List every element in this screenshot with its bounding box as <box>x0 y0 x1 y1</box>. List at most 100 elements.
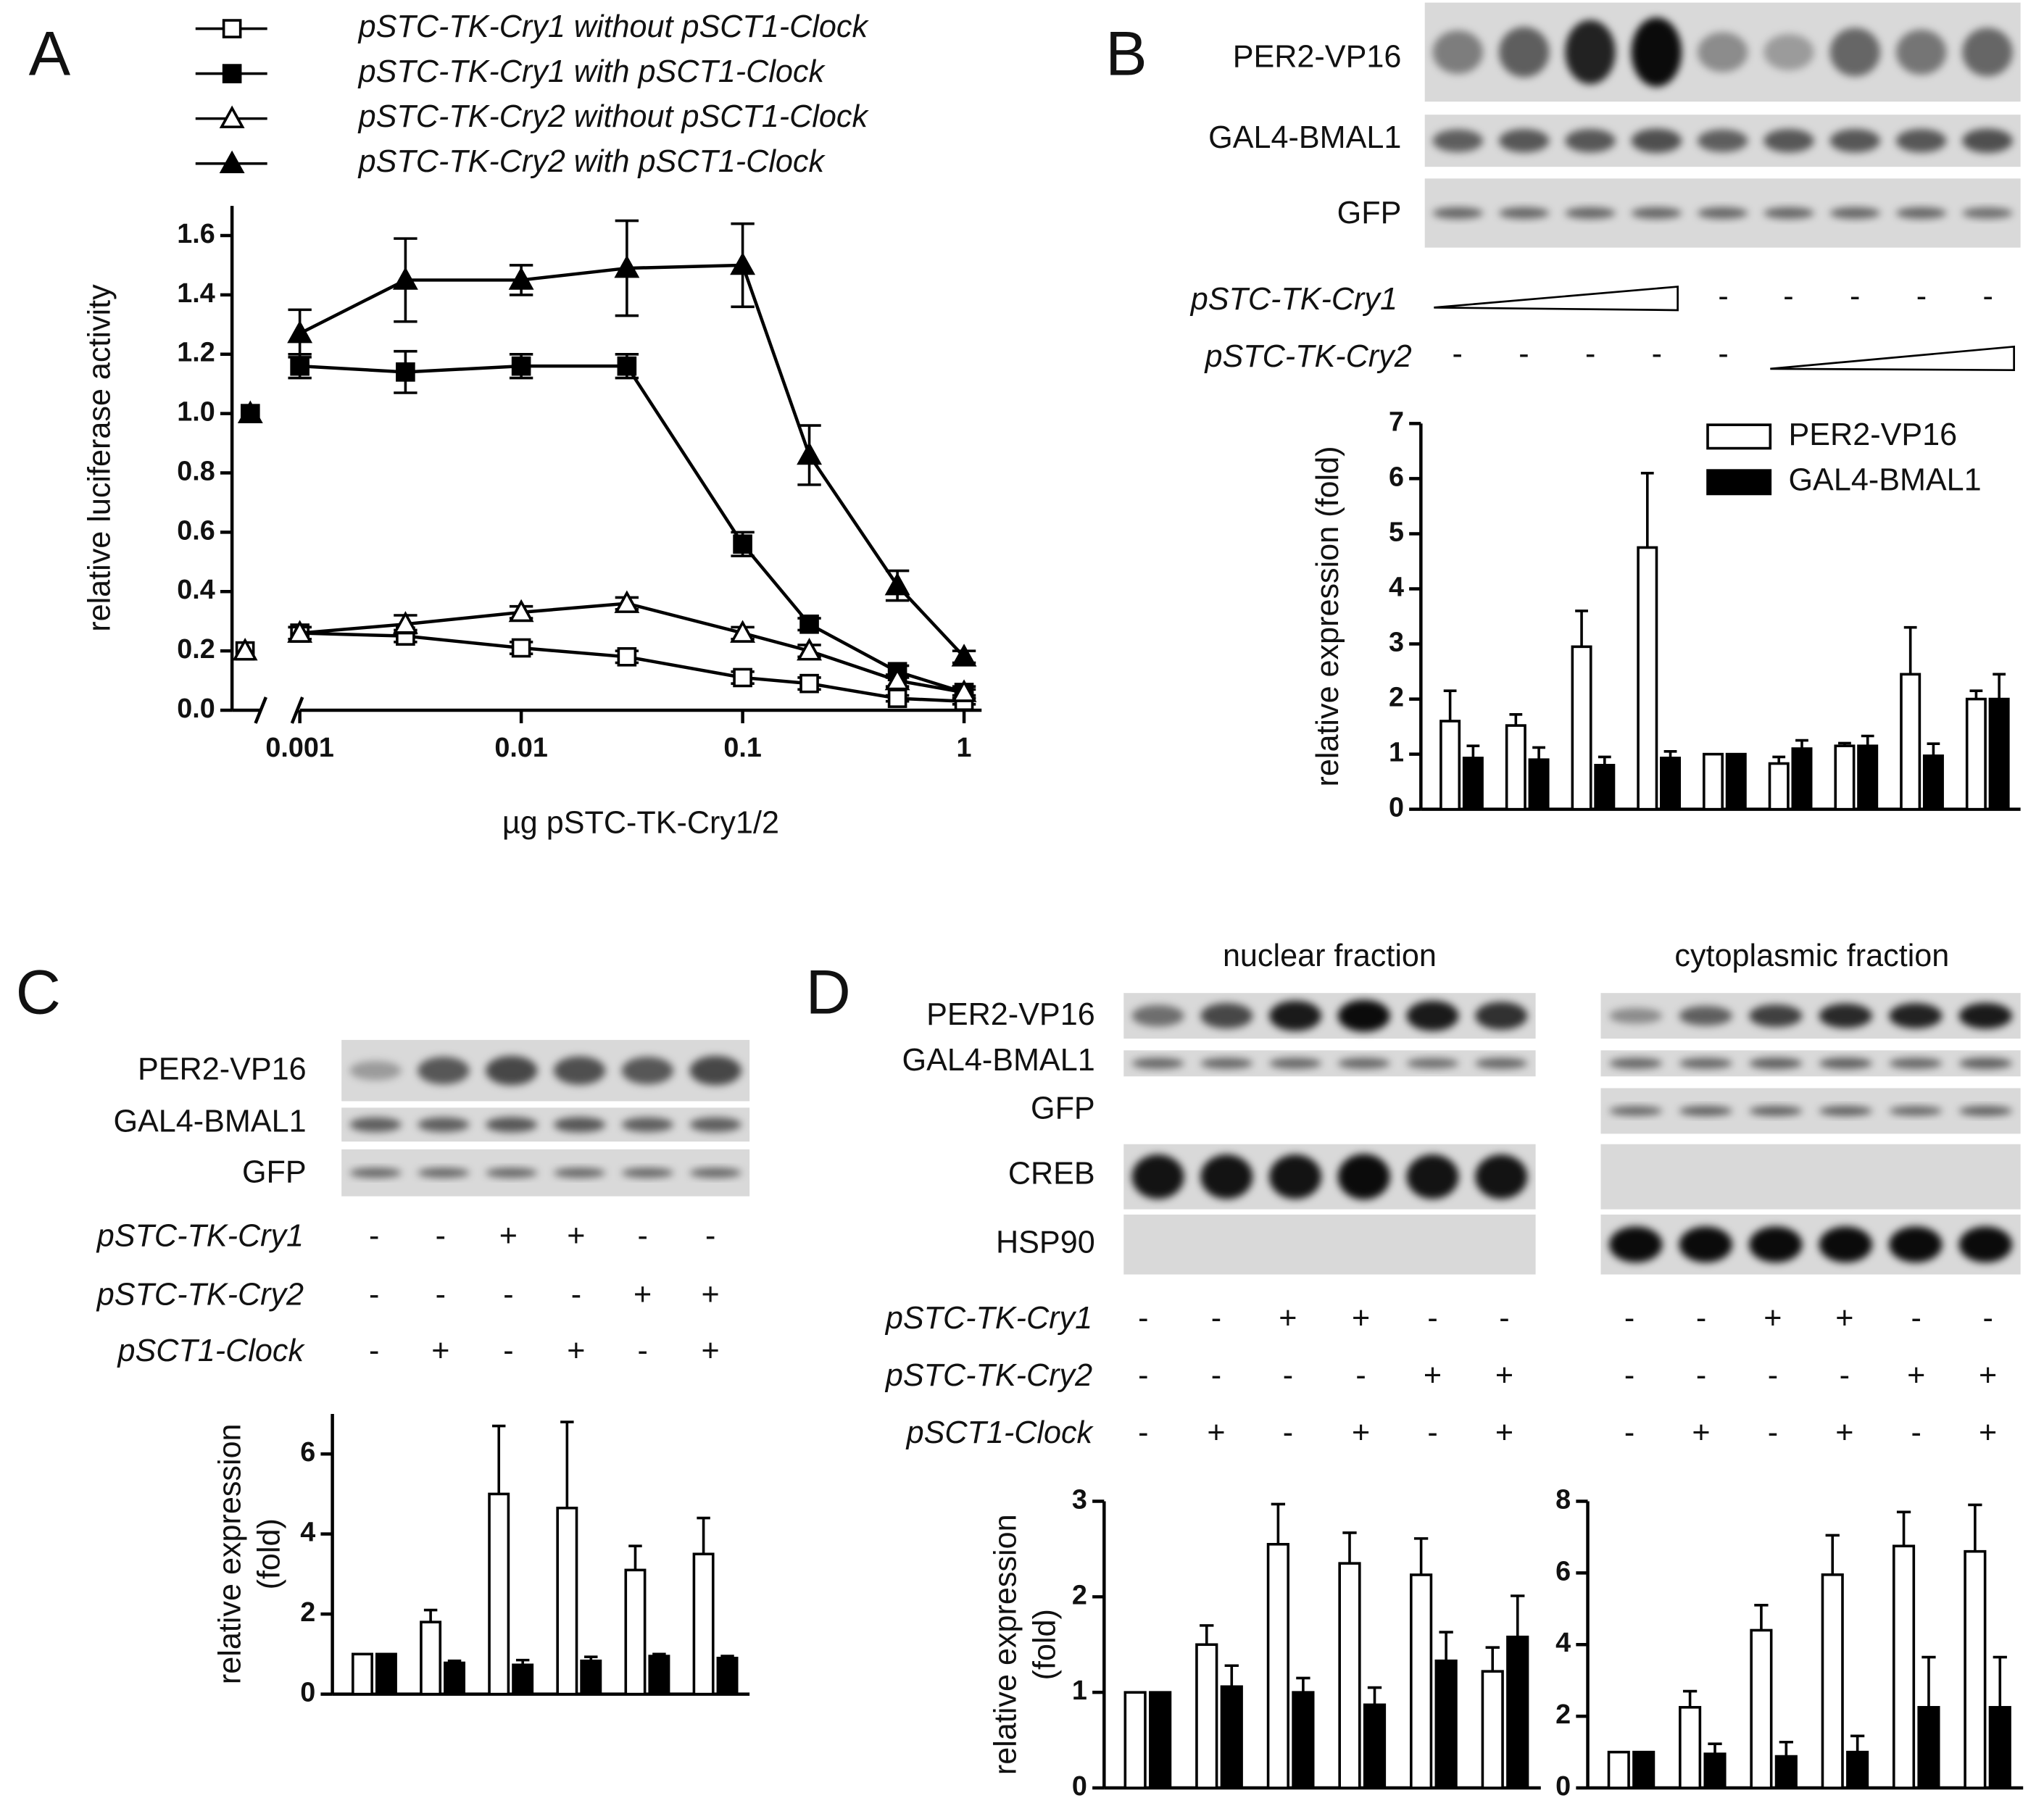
bar <box>1149 1691 1172 1789</box>
y-tick-label: 2 <box>1072 1580 1087 1610</box>
blot-band <box>689 1055 741 1086</box>
bar <box>1821 1573 1844 1789</box>
treatment-label: pSCT1-Clock <box>117 1334 306 1368</box>
marker <box>730 251 756 275</box>
treatment-label: pSTC-TK-Cry1 <box>884 1301 1092 1336</box>
blot-band <box>1475 1057 1528 1069</box>
marker <box>617 646 637 667</box>
blot-band <box>349 1117 402 1132</box>
treatment-mark: - <box>503 1334 513 1368</box>
panel-letter: B <box>1105 20 1147 89</box>
treatment-mark: - <box>1624 1358 1634 1393</box>
error-bar <box>560 1420 574 1508</box>
axis-break <box>254 696 267 724</box>
error-bar <box>652 1652 666 1657</box>
error-bar <box>1903 625 1917 675</box>
error-bar <box>1993 1655 2007 1707</box>
series-line <box>299 263 965 658</box>
y-axis-label: relative expression <box>213 1423 248 1684</box>
marker <box>887 688 907 708</box>
blot-band <box>1829 28 1881 77</box>
marker <box>511 638 531 658</box>
treatment-mark: - <box>436 1219 446 1254</box>
treatment-mark: + <box>1692 1415 1710 1450</box>
bar <box>1462 757 1484 811</box>
treatment-label: pSTC-TK-Cry2 <box>1203 339 1411 374</box>
y-tick-label: 4 <box>300 1518 315 1548</box>
bar <box>1528 758 1550 811</box>
blot-label: GAL4-BMAL1 <box>113 1104 306 1139</box>
bar <box>375 1652 397 1696</box>
treatment-mark: - <box>1916 279 1927 314</box>
y-tick-label: 0 <box>300 1678 315 1708</box>
y-tick-label: 2 <box>1389 683 1404 713</box>
dose-ramp <box>1770 345 2015 372</box>
y-tick-label: 0.8 <box>177 456 215 486</box>
y-axis-label: relative luciferase activity <box>83 284 117 632</box>
legend-marker <box>222 19 242 38</box>
error-bar <box>1663 750 1677 758</box>
blot-band <box>1499 27 1550 78</box>
blot-label: HSP90 <box>996 1226 1095 1260</box>
y-tick-label: 0 <box>1072 1771 1087 1802</box>
treatment-mark: - <box>1138 1415 1148 1450</box>
blot-band <box>1679 1005 1732 1026</box>
blot-band <box>1889 1057 1943 1069</box>
marker <box>237 400 263 423</box>
bar <box>1363 1703 1387 1789</box>
bar <box>1965 697 1987 811</box>
bar <box>352 1652 373 1696</box>
blot-background <box>1600 993 2021 1039</box>
error-bar <box>720 1655 734 1658</box>
marker <box>287 620 313 643</box>
blot-background <box>1600 1050 2021 1077</box>
bar <box>1506 1635 1529 1789</box>
error-bar <box>1511 1594 1525 1637</box>
bar <box>1750 1628 1773 1789</box>
blot-band <box>1406 1154 1459 1199</box>
y-tick-label: 0 <box>1555 1771 1571 1802</box>
blot-label: GFP <box>1337 196 1402 230</box>
blot-band <box>1679 1226 1732 1263</box>
y-tick-label: 3 <box>1072 1484 1087 1515</box>
y-axis-label: (fold) <box>252 1518 286 1589</box>
error-bar <box>1509 713 1523 726</box>
bar <box>512 1663 534 1696</box>
blot-band <box>1819 1003 1873 1028</box>
bar <box>1791 747 1813 811</box>
blot-band <box>1895 207 1947 219</box>
error-bar <box>697 1516 710 1555</box>
error-bar <box>628 1544 642 1570</box>
error-bar <box>1825 1534 1840 1575</box>
treatment-mark: - <box>1911 1415 1922 1450</box>
treatment-mark: + <box>567 1334 585 1368</box>
bar <box>1266 1542 1289 1789</box>
treatment-mark: + <box>702 1278 720 1312</box>
y-tick-label: 0.6 <box>177 515 215 546</box>
marker <box>232 638 258 661</box>
error-bar <box>1271 1502 1286 1544</box>
treatment-mark: - <box>1652 336 1662 371</box>
y-tick-label: 0 <box>1389 793 1404 823</box>
error-bar <box>1598 755 1611 765</box>
marker <box>508 599 534 623</box>
error-bar <box>1342 1531 1357 1564</box>
blot-band <box>1432 207 1484 219</box>
treatment-label: pSTC-TK-Cry2 <box>96 1278 304 1312</box>
treatment-mark: - <box>1696 1301 1706 1336</box>
bar <box>1774 1755 1798 1789</box>
blot-band <box>1697 32 1748 72</box>
dose-ramp <box>1434 286 1679 312</box>
blot-band <box>1499 207 1550 219</box>
treatment-mark: - <box>1718 336 1728 371</box>
error-bar <box>1367 1686 1382 1705</box>
bar <box>1900 673 1922 811</box>
blot-band <box>1895 129 1947 153</box>
bar <box>1846 1750 1869 1789</box>
error-bar <box>1640 472 1654 548</box>
x-tick-label: 0.001 <box>265 733 333 763</box>
marker <box>799 614 819 634</box>
blot-band <box>1565 207 1616 219</box>
blot-band <box>621 1057 674 1085</box>
bar <box>444 1661 466 1696</box>
